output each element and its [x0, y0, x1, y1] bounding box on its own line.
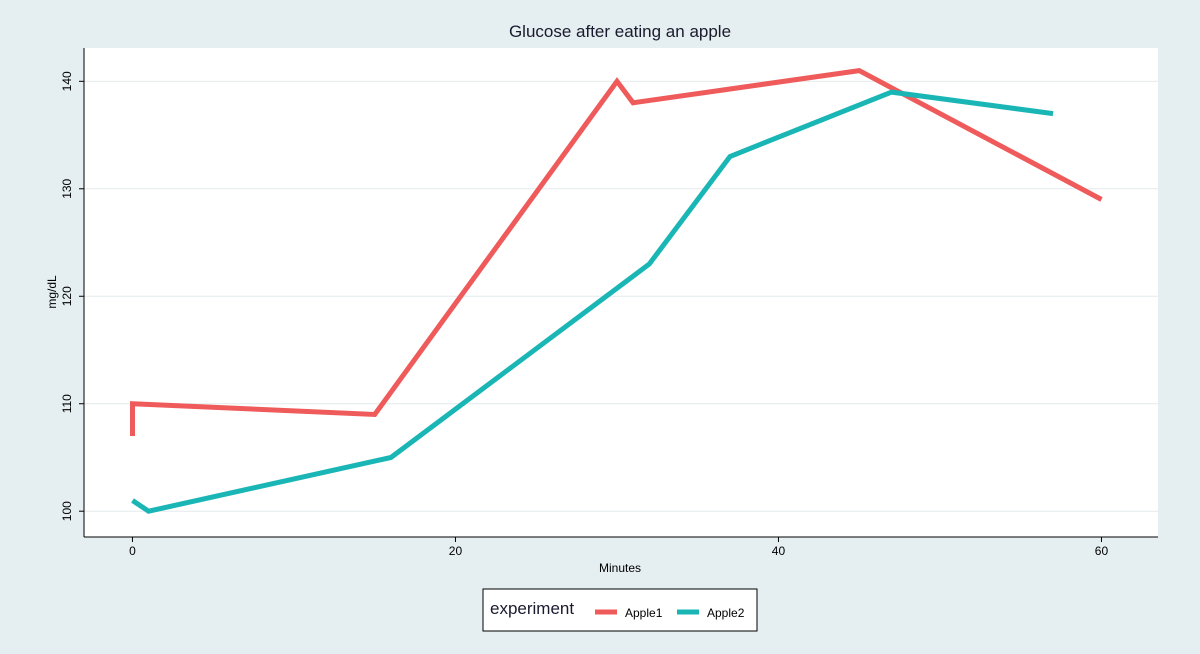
x-tick-label: 20	[449, 544, 463, 558]
chart-title: Glucose after eating an apple	[509, 22, 731, 41]
legend-label-apple1: Apple1	[625, 606, 663, 620]
axes	[83, 48, 1158, 538]
legend-label-apple2: Apple2	[707, 606, 745, 620]
y-tick-label: 140	[60, 71, 74, 91]
legend-box	[482, 588, 758, 632]
x-tick-label: 60	[1095, 544, 1109, 558]
gridlines	[84, 80, 1158, 512]
legend-title: experiment	[490, 599, 574, 618]
x-tick-label: 0	[129, 544, 136, 558]
y-tick-label: 120	[60, 286, 74, 306]
y-ticks: 100 110 120 130 140	[60, 71, 84, 521]
y-tick-label: 130	[60, 178, 74, 198]
plot-panel	[84, 48, 1158, 537]
y-tick-label: 110	[60, 394, 74, 413]
y-tick-label: 100	[60, 501, 74, 521]
series-line-apple2	[131, 89, 1054, 514]
series-line-apple1	[130, 68, 1103, 436]
legend: experiment Apple1 Apple2	[482, 588, 758, 632]
x-axis-title: Minutes	[599, 561, 641, 575]
x-ticks: 0 20 40 60	[129, 537, 1108, 558]
y-axis-title: mg/dL	[45, 275, 59, 309]
series-layer	[130, 68, 1103, 514]
x-tick-label: 40	[772, 544, 786, 558]
